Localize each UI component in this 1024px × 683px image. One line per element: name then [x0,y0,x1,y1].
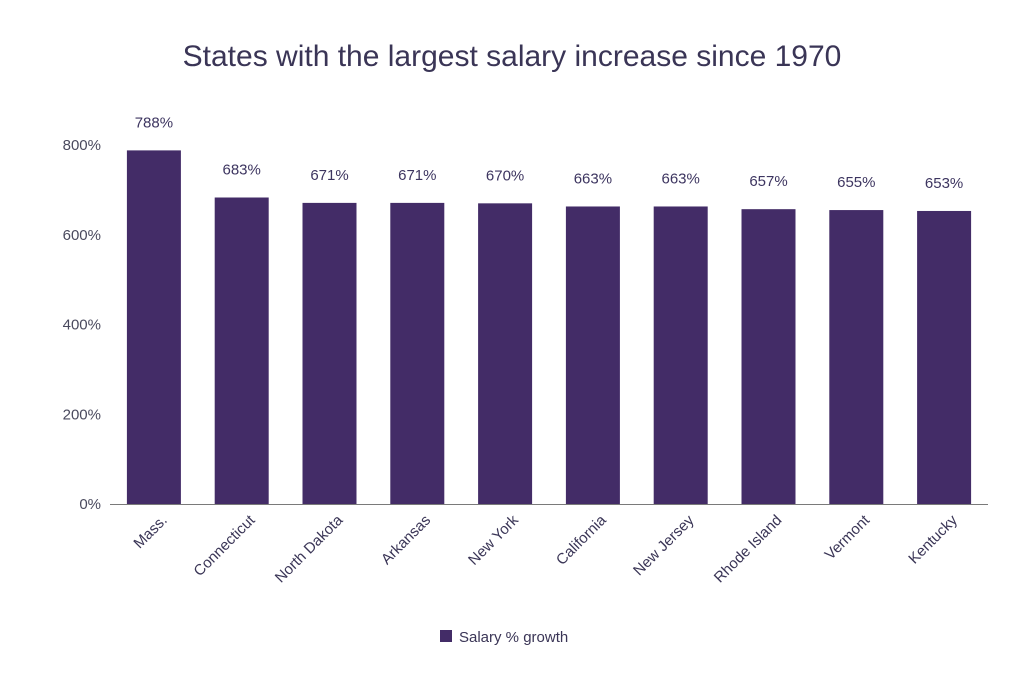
bar [829,210,884,504]
x-tick-label: California [553,511,610,568]
chart-title: States with the largest salary increase … [183,40,842,73]
y-tick-label: 0% [79,496,101,513]
legend-swatch [440,630,452,642]
bar [478,203,533,504]
data-label: 663% [574,170,612,187]
data-labels: 788% 683% 671% 671% 670% 663% 663% 657% 655% 653% [135,114,964,192]
x-tick-label: Arkansas [378,512,434,568]
y-tick-label: 800% [63,137,101,154]
bar [390,202,445,505]
bar [741,209,796,504]
data-label: 671% [398,167,436,184]
x-tick-label: Vermont [822,511,874,563]
data-label: 670% [486,167,524,184]
legend: Salary % growth [440,629,568,646]
data-label: 671% [310,167,348,184]
legend-label: Salary % growth [459,629,568,646]
y-tick-label: 400% [63,317,101,334]
data-label: 657% [749,173,787,190]
bar [653,206,708,504]
bar [126,150,181,504]
x-tick-label: New Jersey [630,511,698,579]
data-label: 788% [135,114,173,131]
y-tick-label: 200% [63,406,101,423]
bar [214,197,269,504]
data-label: 653% [925,175,963,192]
bars [126,150,972,505]
data-label: 655% [837,174,875,191]
x-tick-label: Rhode Island [711,512,786,587]
x-tick-label: New York [465,511,522,568]
bar [917,210,972,504]
x-tick-label: Connecticut [190,511,259,580]
bar [565,206,620,504]
x-tick-label: North Dakota [272,511,347,586]
y-tick-label: 600% [63,227,101,244]
data-label: 683% [223,162,261,179]
bar [302,202,357,505]
x-tick-label: Kentucky [905,511,961,567]
data-label: 663% [662,170,700,187]
y-axis: 0% 200% 400% 600% 800% [63,137,101,513]
x-axis: Mass. Connecticut North Dakota Arkansas New … [110,504,988,587]
x-tick-label: Mass. [130,512,170,552]
